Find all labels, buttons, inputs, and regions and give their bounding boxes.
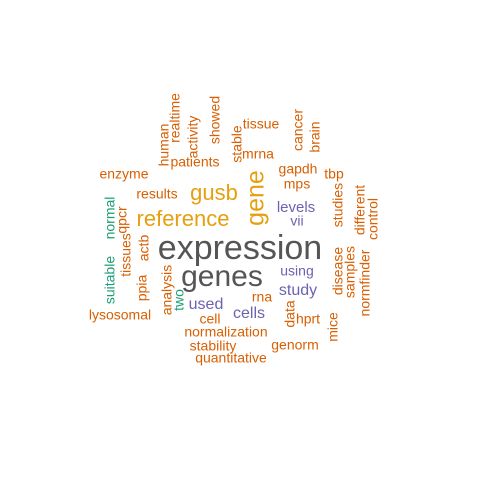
word-stable: stable: [229, 125, 245, 163]
word-cells: cells: [233, 305, 265, 322]
word-vii: vii: [290, 213, 303, 229]
word-rna: rna: [252, 289, 272, 305]
word-hprt: hprt: [296, 311, 320, 327]
word-suitable: suitable: [102, 256, 118, 304]
word-realtime: realtime: [167, 93, 183, 143]
word-activity: activity: [185, 116, 201, 159]
word-levels: levels: [277, 199, 315, 216]
word-ppia: ppia: [134, 275, 150, 302]
word-mps: mps: [284, 176, 310, 192]
word-enzyme: enzyme: [99, 166, 148, 182]
word-cancer: cancer: [290, 109, 306, 151]
word-cell: cell: [199, 311, 220, 327]
word-used: used: [189, 296, 224, 313]
word-control: control: [365, 198, 381, 240]
word-mrna: mrna: [242, 146, 274, 162]
word-quantitative: quantitative: [195, 350, 267, 366]
word-genorm: genorm: [271, 337, 318, 353]
word-studies: studies: [330, 183, 346, 227]
word-study: study: [279, 282, 317, 299]
word-gapdh: gapdh: [279, 161, 318, 177]
word-reference: reference: [137, 206, 230, 231]
word-two: two: [171, 289, 187, 311]
word-gene: gene: [242, 170, 270, 226]
word-samples: samples: [342, 246, 358, 298]
word-using: using: [280, 263, 313, 279]
word-normalization: normalization: [184, 324, 267, 340]
word-results: results: [136, 186, 177, 202]
word-expression: expression: [158, 229, 322, 267]
word-mice: mice: [325, 312, 341, 342]
word-normfinder: normfinder: [357, 249, 373, 316]
word-patients: patients: [170, 154, 219, 170]
word-different: different: [352, 185, 368, 235]
word-brain: brain: [307, 121, 323, 152]
word-tissue: tissue: [243, 116, 280, 132]
word-data: data: [282, 300, 298, 327]
word-tissues: tissues: [118, 233, 134, 277]
word-gusb: gusb: [190, 180, 238, 205]
word-disease: disease: [330, 247, 346, 295]
word-analysis: analysis: [159, 265, 175, 316]
word-lysosomal: lysosomal: [89, 307, 151, 323]
word-human: human: [156, 124, 172, 167]
word-stability: stability: [190, 338, 237, 354]
word-actb: actb: [136, 235, 152, 262]
word-showed: showed: [207, 96, 223, 144]
word-qpcr: qpcr: [114, 206, 130, 234]
word-tbp: tbp: [324, 166, 344, 182]
word-genes: genes: [181, 260, 263, 293]
word-normal: normal: [102, 197, 118, 240]
